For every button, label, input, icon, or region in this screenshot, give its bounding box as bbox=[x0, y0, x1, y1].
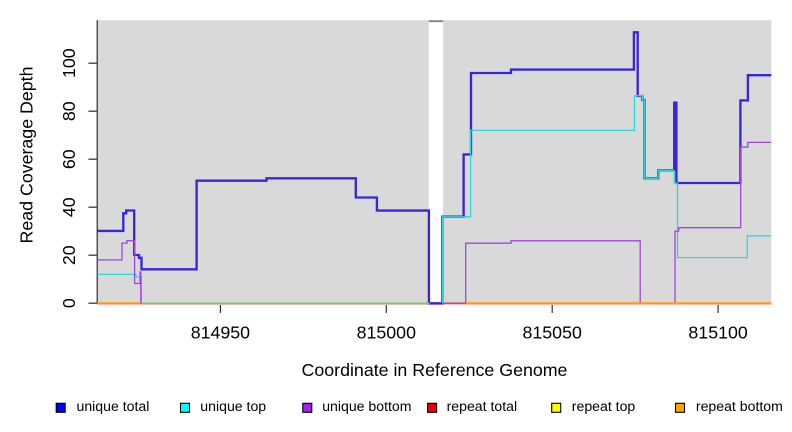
svg-text:40: 40 bbox=[59, 197, 79, 217]
svg-text:815000: 815000 bbox=[357, 322, 416, 342]
svg-text:815100: 815100 bbox=[688, 322, 747, 342]
svg-text:60: 60 bbox=[59, 149, 79, 169]
svg-text:20: 20 bbox=[59, 245, 79, 265]
svg-text:Coordinate in Reference Genome: Coordinate in Reference Genome bbox=[302, 360, 568, 380]
svg-text:repeat total: repeat total bbox=[447, 398, 518, 414]
svg-text:unique top: unique top bbox=[200, 398, 266, 414]
svg-text:80: 80 bbox=[59, 101, 79, 121]
svg-text:repeat top: repeat top bbox=[572, 398, 636, 414]
svg-text:815050: 815050 bbox=[523, 322, 582, 342]
svg-text:Read Coverage Depth: Read Coverage Depth bbox=[17, 67, 37, 244]
svg-text:0: 0 bbox=[59, 298, 79, 308]
svg-text:100: 100 bbox=[59, 48, 79, 78]
svg-text:unique bottom: unique bottom bbox=[322, 398, 411, 414]
svg-text:unique total: unique total bbox=[77, 398, 150, 414]
svg-text:repeat bottom: repeat bottom bbox=[696, 398, 783, 414]
svg-text:814950: 814950 bbox=[191, 322, 250, 342]
